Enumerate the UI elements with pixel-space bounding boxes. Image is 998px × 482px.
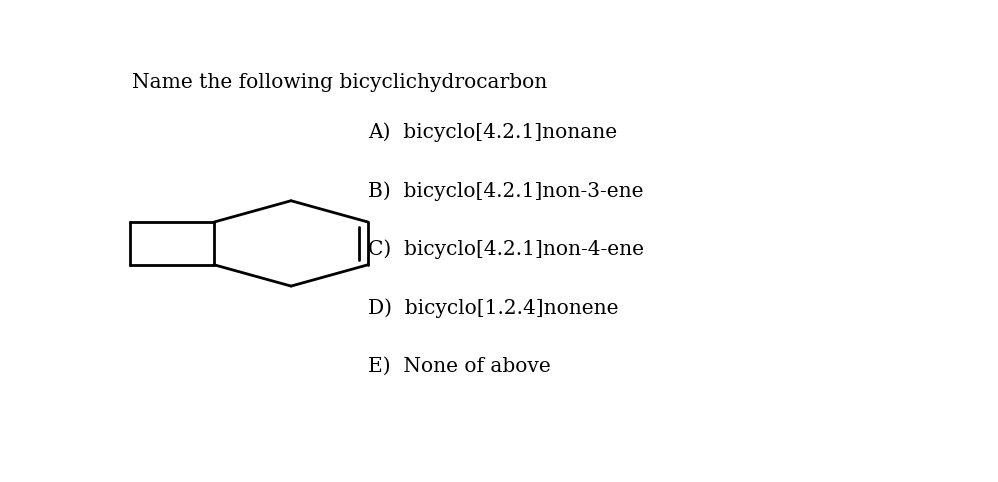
Text: B)  bicyclo[4.2.1]non-3-ene: B) bicyclo[4.2.1]non-3-ene bbox=[368, 181, 644, 201]
Text: A)  bicyclo[4.2.1]nonane: A) bicyclo[4.2.1]nonane bbox=[368, 122, 618, 142]
Text: E)  None of above: E) None of above bbox=[368, 357, 551, 376]
Text: C)  bicyclo[4.2.1]non-4-ene: C) bicyclo[4.2.1]non-4-ene bbox=[368, 240, 645, 259]
Text: Name the following bicyclichydrocarbon: Name the following bicyclichydrocarbon bbox=[133, 73, 548, 92]
Text: D)  bicyclo[1.2.4]nonene: D) bicyclo[1.2.4]nonene bbox=[368, 298, 619, 318]
